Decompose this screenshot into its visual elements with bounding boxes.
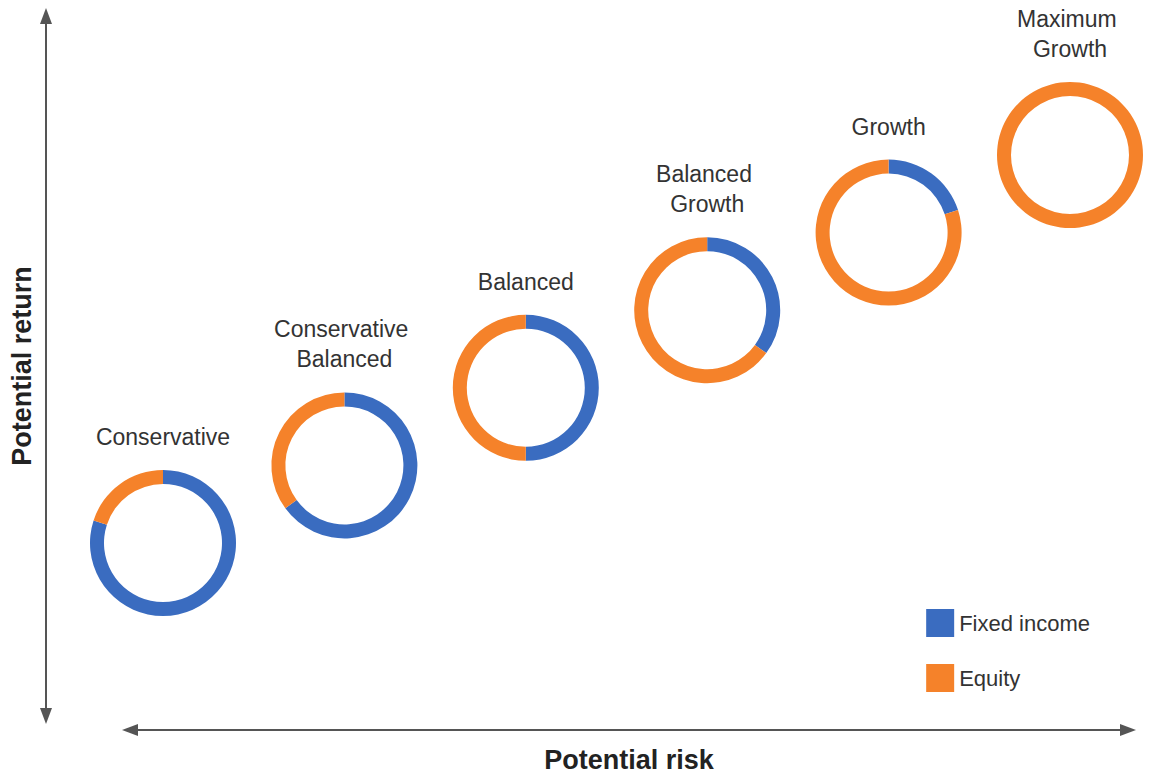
svg-text:Conservative: Conservative bbox=[274, 316, 415, 342]
svg-text:Maximum: Maximum bbox=[1017, 6, 1123, 32]
svg-text:Conservative: Conservative bbox=[96, 424, 230, 450]
svg-text:Growth: Growth bbox=[1033, 36, 1107, 62]
svg-text:Fixed income: Fixed income bbox=[959, 611, 1090, 636]
svg-text:Potential risk: Potential risk bbox=[544, 745, 715, 775]
svg-text:Potential return: Potential return bbox=[7, 266, 37, 466]
svg-text:Growth: Growth bbox=[670, 191, 744, 217]
svg-text:Balanced: Balanced bbox=[296, 346, 392, 372]
svg-text:Balanced: Balanced bbox=[478, 269, 574, 295]
svg-text:Balanced: Balanced bbox=[656, 161, 758, 187]
svg-text:Equity: Equity bbox=[959, 666, 1020, 691]
svg-text:Growth: Growth bbox=[852, 114, 926, 140]
